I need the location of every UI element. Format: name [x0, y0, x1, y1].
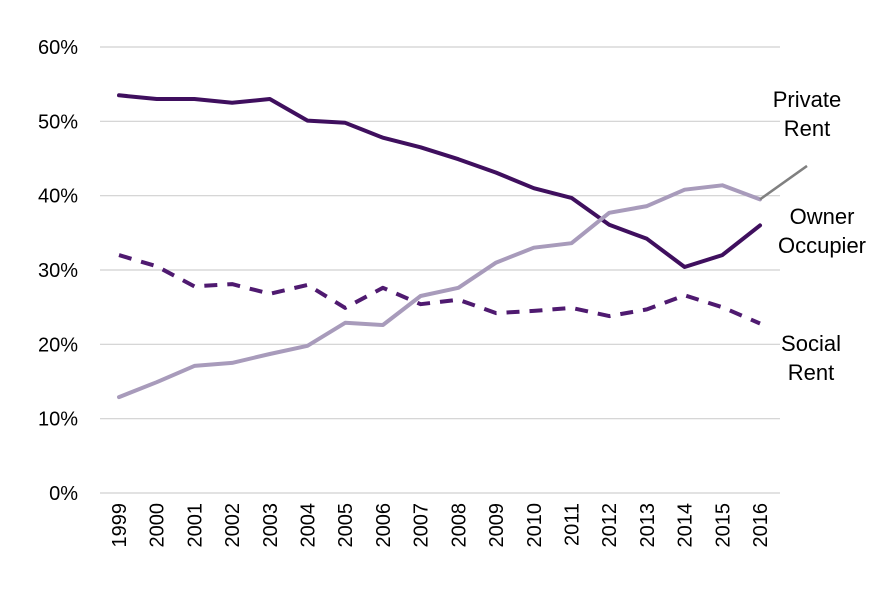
private-rent-point — [645, 204, 649, 208]
private-rent-line — [117, 183, 762, 400]
x-tick-label: 2006 — [373, 503, 395, 548]
owner-occupier-point — [192, 97, 196, 101]
x-tick-label: 2004 — [298, 503, 320, 548]
x-tick-label: 2015 — [712, 503, 734, 548]
owner-occupier-point — [117, 93, 121, 97]
owner-occupier-label-line: Owner — [790, 204, 855, 229]
owner-occupier-point — [155, 97, 159, 101]
y-axis-ticks: 0% 10% 20% 30% 40% 50% 60% — [38, 37, 78, 505]
social-rent-point — [268, 292, 272, 296]
social-rent-point — [645, 307, 649, 311]
private-rent-point — [343, 321, 347, 325]
social-rent-point — [419, 302, 423, 306]
social-rent-point — [532, 309, 536, 313]
social-rent-point — [456, 298, 460, 302]
social-rent-point — [381, 286, 385, 290]
private-rent-point — [494, 261, 498, 265]
social-rent-point — [720, 305, 724, 309]
x-tick-label: 2002 — [222, 503, 244, 548]
owner-occupier-point — [494, 171, 498, 175]
x-tick-label: 2014 — [675, 503, 697, 548]
x-tick-label: 2003 — [260, 503, 282, 548]
y-tick-label: 10% — [38, 409, 78, 431]
private-rent-point — [683, 188, 687, 192]
owner-occupier-point — [343, 121, 347, 125]
private-rent-label-line: Rent — [784, 116, 830, 141]
private-rent-point — [117, 395, 121, 399]
social-rent-label: Social Rent — [781, 331, 841, 385]
x-tick-label: 2007 — [411, 503, 433, 548]
owner-occupier-point — [230, 101, 234, 105]
social-rent-point — [230, 282, 234, 286]
x-tick-label: 2008 — [448, 503, 470, 548]
private-rent-point — [268, 352, 272, 356]
social-rent-point — [607, 314, 611, 318]
owner-occupier-point — [456, 157, 460, 161]
owner-occupier-point — [381, 136, 385, 140]
private-rent-point — [532, 246, 536, 250]
social-rent-point — [192, 284, 196, 288]
owner-occupier-point — [720, 253, 724, 257]
owner-occupier-label: Owner Occupier — [778, 204, 866, 258]
social-rent-point — [155, 264, 159, 268]
private-rent-leader-line — [759, 164, 808, 201]
social-rent-point — [569, 306, 573, 310]
private-rent-point — [381, 323, 385, 327]
x-tick-label: 2009 — [486, 503, 508, 548]
x-tick-label: 2013 — [637, 503, 659, 548]
social-rent-label-line: Social — [781, 331, 841, 356]
y-tick-label: 50% — [38, 111, 78, 133]
owner-occupier-point — [758, 223, 762, 227]
social-rent-point — [758, 322, 762, 326]
series-labels: Owner Occupier Private Rent Social Rent — [773, 87, 866, 385]
x-tick-label: 2010 — [524, 503, 546, 548]
owner-occupier-point — [268, 97, 272, 101]
x-tick-label: 2011 — [561, 503, 583, 546]
x-tick-label: 1999 — [109, 503, 131, 548]
private-rent-point — [607, 211, 611, 215]
y-tick-label: 20% — [38, 334, 78, 356]
owner-occupier-point — [569, 196, 573, 200]
series-lines — [117, 93, 808, 400]
private-rent-label-line: Private — [773, 87, 841, 112]
y-tick-label: 40% — [38, 186, 78, 208]
x-tick-label: 2005 — [335, 503, 357, 548]
social-rent-point — [494, 311, 498, 315]
owner-occupier-point — [532, 186, 536, 190]
social-rent-point — [343, 306, 347, 310]
owner-occupier-point — [306, 119, 310, 123]
private-rent-point — [569, 241, 573, 245]
private-rent-point — [720, 183, 724, 187]
y-tick-label: 60% — [38, 37, 78, 59]
x-tick-label: 2001 — [184, 503, 206, 548]
x-tick-label: 2016 — [750, 503, 772, 548]
social-rent-point — [117, 253, 121, 257]
social-rent-line — [118, 253, 761, 326]
social-rent-point — [683, 293, 687, 297]
private-rent-label: Private Rent — [773, 87, 841, 141]
y-tick-label: 0% — [49, 483, 78, 505]
y-tick-label: 30% — [38, 260, 78, 282]
social-rent-point — [306, 283, 310, 287]
private-rent-point — [192, 364, 196, 368]
x-tick-label: 2000 — [147, 503, 169, 548]
private-rent-point — [456, 286, 460, 290]
owner-occupier-point — [607, 223, 611, 227]
owner-occupier-point — [683, 265, 687, 269]
private-rent-point — [419, 294, 423, 298]
x-tick-label: 2012 — [599, 503, 621, 548]
private-rent-point — [306, 344, 310, 348]
owner-occupier-point — [645, 237, 649, 241]
owner-occupier-label-line: Occupier — [778, 233, 866, 258]
private-rent-point — [230, 361, 234, 365]
gridlines — [100, 46, 780, 494]
owner-occupier-line — [117, 93, 762, 269]
x-axis-ticks: 1999 2000 2001 2002 2003 2004 2005 2006 2007 2008… — [109, 503, 772, 548]
owner-occupier-point — [419, 145, 423, 149]
private-rent-point — [155, 380, 159, 384]
social-rent-label-line: Rent — [788, 360, 834, 385]
